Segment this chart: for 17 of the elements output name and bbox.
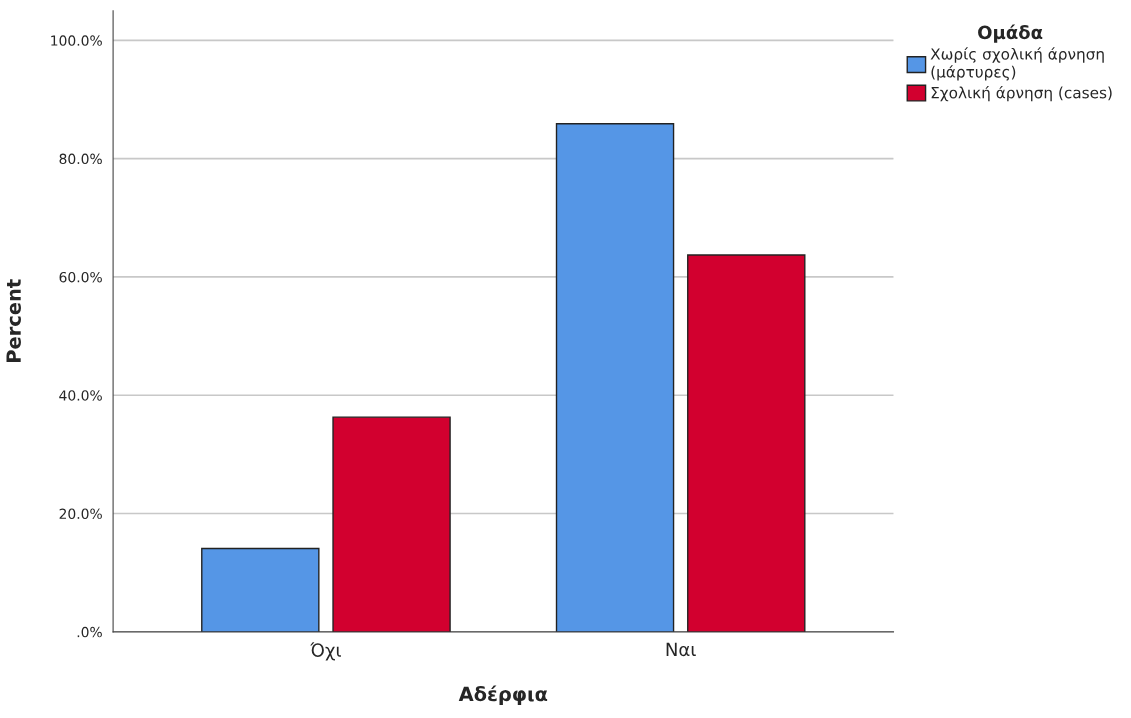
y-tick-label: 100.0% [51,35,102,46]
legend-title: Ομάδα [978,24,1043,43]
bar [332,416,451,632]
y-axis-title: Percent [6,279,21,362]
y-tick-label: 20.0% [59,508,102,520]
x-axis-title: Αδέρφια [458,685,548,706]
bar [555,123,675,632]
y-tick-label: .0% [77,626,102,638]
bar [201,547,320,632]
legend-label: Σχολική άρνηση (cases) [931,85,1112,102]
bar [687,254,806,632]
y-tick-label: 40.0% [59,390,102,401]
x-tick-label: Όχι [310,642,341,661]
legend-label: Χωρίς σχολική άρνηση (μάρτυρες) [930,47,1104,81]
y-tick-label: 80.0% [59,153,102,165]
y-tick-label: 60.0% [59,271,102,283]
x-tick-label: Ναι [666,642,696,657]
